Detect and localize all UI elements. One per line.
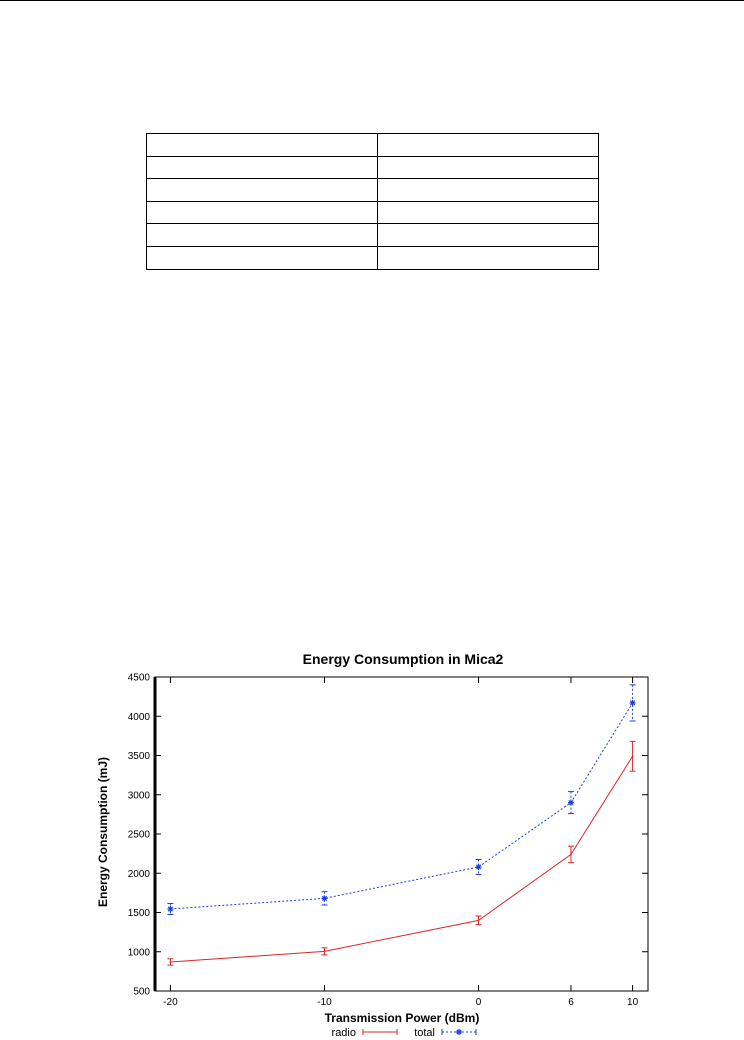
legend-label-radio: radio: [332, 1027, 356, 1039]
data-point: [570, 853, 572, 856]
table-cell: [146, 178, 378, 202]
table-cell: [146, 200, 378, 225]
series-line-radio: [170, 756, 634, 963]
series-layer: [167, 684, 636, 966]
table-row: [146, 223, 599, 247]
plot-border: [154, 676, 649, 992]
data-point: [323, 950, 326, 953]
data-point: [321, 895, 328, 902]
table-cell: [146, 245, 378, 270]
legend: radio total: [332, 1027, 477, 1039]
y-axis-ticks: 500 1000 1500 2000 2500 3000 3500 4000 4500: [128, 673, 648, 998]
table-row: [146, 155, 599, 180]
y-tick-label: 4500: [128, 673, 151, 684]
table-cell: [377, 245, 599, 270]
data-point: [475, 863, 482, 870]
y-tick-label: 1000: [128, 947, 151, 958]
series-line-total: [170, 702, 634, 910]
table-row: [146, 133, 599, 157]
chart-title: Energy Consumption in Mica2: [303, 651, 504, 667]
x-tick-label: 0: [476, 997, 482, 1008]
table-cell: [377, 155, 599, 180]
table-cell: [377, 178, 599, 202]
table-row: [146, 200, 599, 225]
y-tick-label: 3500: [128, 751, 151, 762]
y-tick-label: 2000: [128, 869, 151, 880]
table-cell: [377, 133, 599, 157]
x-tick-label: -10: [317, 997, 332, 1008]
y-tick-label: 1500: [128, 908, 151, 919]
table-body: [146, 133, 599, 270]
table-row: [146, 245, 599, 270]
y-tick-label: 2500: [128, 830, 151, 841]
table-cell: [146, 133, 378, 157]
x-axis-label: Transmission Power (dBm): [325, 1011, 480, 1025]
series-radio: [167, 740, 636, 966]
table-cell: [377, 200, 599, 225]
data-point: [631, 755, 634, 758]
data-point: [629, 699, 636, 706]
x-tick-label: 10: [627, 997, 639, 1008]
x-axis-ticks: -20 -10 0 6 10: [163, 677, 639, 1008]
page-header-rule: [0, 0, 744, 1]
series-total: [167, 684, 636, 915]
table-row: [146, 178, 599, 202]
x-tick-label: -20: [163, 997, 178, 1008]
data-point: [567, 799, 574, 806]
y-tick-label: 3000: [128, 790, 151, 801]
empty-table: [146, 133, 599, 270]
legend-marker: [456, 1029, 462, 1035]
data-point: [167, 905, 174, 912]
energy-consumption-chart: Energy Consumption in Mica2 Energy Consu…: [96, 651, 649, 1039]
table-cell: [146, 223, 378, 247]
table-cell: [146, 155, 378, 180]
x-tick-label: 6: [568, 997, 574, 1008]
y-axis-label: Energy Consumption (mJ): [96, 757, 110, 907]
table-cell: [377, 223, 599, 247]
y-tick-label: 500: [133, 987, 150, 998]
data-point: [169, 961, 172, 963]
plot-frame: [153, 676, 649, 992]
y-tick-label: 4000: [128, 712, 151, 723]
data-point: [477, 919, 480, 922]
legend-label-total: total: [414, 1027, 435, 1039]
